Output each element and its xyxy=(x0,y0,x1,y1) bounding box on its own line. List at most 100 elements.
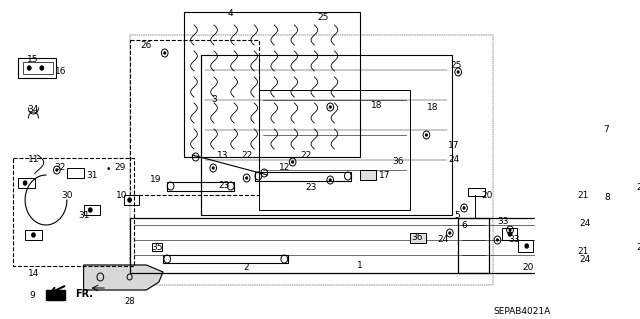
Text: 21: 21 xyxy=(577,190,588,199)
Text: 27: 27 xyxy=(636,183,640,192)
Circle shape xyxy=(88,208,92,212)
Bar xyxy=(620,195,640,237)
Circle shape xyxy=(330,179,331,181)
Text: 4: 4 xyxy=(227,10,233,19)
Text: 10: 10 xyxy=(115,190,127,199)
Text: 29: 29 xyxy=(114,164,125,173)
Circle shape xyxy=(593,204,595,206)
Text: 14: 14 xyxy=(28,269,39,278)
Bar xyxy=(24,62,52,74)
Text: 31: 31 xyxy=(86,170,98,180)
Bar xyxy=(25,230,42,240)
Text: 15: 15 xyxy=(27,56,38,64)
Text: 12: 12 xyxy=(278,162,290,172)
Circle shape xyxy=(28,66,31,70)
Text: 35: 35 xyxy=(152,243,163,253)
Circle shape xyxy=(128,198,131,202)
Bar xyxy=(625,200,640,232)
Circle shape xyxy=(449,232,451,234)
Text: 7: 7 xyxy=(604,125,609,135)
Bar xyxy=(152,243,162,251)
Bar xyxy=(19,58,56,78)
Text: 17: 17 xyxy=(448,140,460,150)
Bar xyxy=(129,218,489,273)
Circle shape xyxy=(630,243,631,245)
Text: 36: 36 xyxy=(412,234,423,242)
Text: •: • xyxy=(106,166,111,174)
Text: 18: 18 xyxy=(371,100,382,109)
Text: 36: 36 xyxy=(392,158,404,167)
Text: 28: 28 xyxy=(124,298,135,307)
Bar xyxy=(259,90,410,210)
Bar xyxy=(360,170,376,180)
Text: 20: 20 xyxy=(482,190,493,199)
Polygon shape xyxy=(46,290,65,300)
Circle shape xyxy=(164,52,166,54)
Circle shape xyxy=(630,184,631,186)
Text: 6: 6 xyxy=(461,220,467,229)
Text: 19: 19 xyxy=(150,175,161,184)
Text: 25: 25 xyxy=(451,61,462,70)
Text: 24: 24 xyxy=(580,219,591,227)
Circle shape xyxy=(525,244,529,248)
Text: 25: 25 xyxy=(317,12,328,21)
Text: 17: 17 xyxy=(379,170,390,180)
Circle shape xyxy=(584,257,586,259)
Circle shape xyxy=(584,229,586,231)
Bar xyxy=(163,255,289,263)
Text: 13: 13 xyxy=(217,151,228,160)
Text: 24: 24 xyxy=(438,235,449,244)
Circle shape xyxy=(543,247,544,249)
Bar xyxy=(468,188,485,196)
Circle shape xyxy=(40,66,44,70)
Text: 31: 31 xyxy=(78,211,90,219)
Text: 11: 11 xyxy=(28,155,39,165)
Text: SEPAB4021A: SEPAB4021A xyxy=(493,308,550,316)
Circle shape xyxy=(246,177,248,179)
Bar xyxy=(67,168,84,178)
Text: 26: 26 xyxy=(141,41,152,49)
Bar xyxy=(13,158,134,266)
Polygon shape xyxy=(84,265,163,290)
Text: 24: 24 xyxy=(580,256,591,264)
Bar xyxy=(124,195,139,205)
Circle shape xyxy=(56,169,58,171)
Text: 5: 5 xyxy=(454,211,460,219)
Bar xyxy=(201,55,451,215)
Text: 3: 3 xyxy=(211,95,217,105)
Bar xyxy=(458,218,584,273)
Circle shape xyxy=(509,229,511,231)
Bar xyxy=(84,205,100,215)
Text: 23: 23 xyxy=(218,182,230,190)
Text: 1: 1 xyxy=(356,261,362,270)
Text: 30: 30 xyxy=(61,190,72,199)
Bar xyxy=(19,178,35,188)
Bar xyxy=(129,40,259,195)
Text: 9: 9 xyxy=(29,291,35,300)
Circle shape xyxy=(458,71,459,73)
Text: 18: 18 xyxy=(426,103,438,113)
Text: 24: 24 xyxy=(449,155,460,165)
Circle shape xyxy=(212,167,214,169)
Text: 27: 27 xyxy=(636,242,640,251)
Bar xyxy=(620,135,640,173)
Text: 20: 20 xyxy=(523,263,534,272)
Circle shape xyxy=(426,134,428,136)
Circle shape xyxy=(24,181,27,185)
Circle shape xyxy=(508,232,512,236)
Text: 8: 8 xyxy=(604,194,610,203)
Circle shape xyxy=(593,244,595,246)
Circle shape xyxy=(32,233,35,237)
Text: 22: 22 xyxy=(300,151,312,160)
Bar xyxy=(518,240,534,252)
Circle shape xyxy=(463,207,465,209)
Bar xyxy=(167,182,234,191)
Bar xyxy=(184,12,360,157)
Circle shape xyxy=(330,106,331,108)
Text: 21: 21 xyxy=(577,248,588,256)
Text: 33: 33 xyxy=(508,235,520,244)
Circle shape xyxy=(497,239,499,241)
Bar xyxy=(614,128,640,178)
Bar xyxy=(410,233,426,243)
Text: 22: 22 xyxy=(241,151,252,160)
